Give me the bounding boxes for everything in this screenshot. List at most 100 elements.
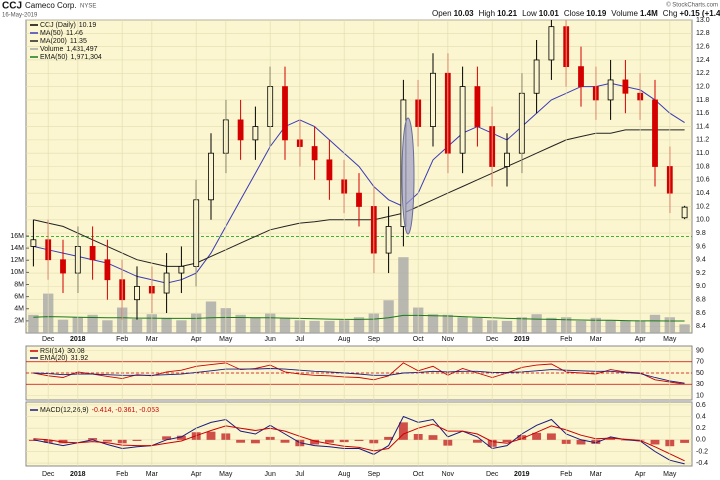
candle-body (548, 26, 555, 61)
x-tick-label: Oct (413, 471, 424, 478)
volume-bar (398, 257, 409, 333)
y-tick-label: 12.2 (696, 70, 710, 77)
x-tick-label: 2019 (514, 471, 530, 478)
volume-bar (161, 317, 172, 333)
histogram-bar (250, 439, 260, 444)
highlight-ellipse (401, 117, 415, 235)
candle-body (681, 206, 688, 219)
histogram-bar (176, 435, 186, 440)
quote-value: 10.19 (586, 9, 607, 18)
histogram-bar (310, 439, 320, 445)
copyright: © StockCharts.com (666, 2, 718, 9)
volume-bar (176, 320, 187, 333)
volume-bar (28, 314, 39, 333)
legend-part: CCJ (Daily) (40, 22, 76, 29)
legend-text: CCJ (Daily) 10.19 (40, 22, 96, 29)
legend-part: 1,971,304 (71, 54, 102, 61)
y2-tick-label: 14M (10, 245, 24, 252)
x-tick-label: Mar (146, 336, 159, 343)
x-tick-label: Sep (368, 336, 381, 343)
x-tick-label: Feb (560, 336, 572, 343)
y-tick-label: 0.4 (696, 413, 706, 420)
x-tick-label: Feb (116, 336, 128, 343)
legend-text: EMA(50) 1,971,304 (40, 54, 102, 61)
symbol: CCJ (2, 1, 22, 12)
date: 16-May-2019 (2, 13, 38, 19)
legend-part: MA(50) (40, 30, 63, 37)
y-tick-label: 9.6 (696, 243, 706, 250)
ma-line (33, 82, 685, 284)
x-tick-label: Mar (590, 336, 603, 343)
candle-body (208, 152, 214, 201)
volume-bar (679, 324, 690, 333)
y-tick-label: 11.4 (696, 123, 709, 130)
legend-part: 31.92 (71, 355, 89, 362)
x-tick-label: May (219, 336, 233, 343)
legend-part: 1,431,497 (66, 46, 97, 53)
histogram-bar (28, 439, 38, 441)
quote-label: Volume (611, 9, 638, 18)
quote-value: 10.03 (454, 9, 475, 18)
x-tick-label: Aug (338, 471, 351, 478)
histogram-bar (88, 438, 98, 440)
legend-part: 11.46 (66, 30, 83, 37)
y-tick-label: 10.4 (696, 190, 710, 197)
legend-part: 30.08 (67, 348, 85, 355)
y-tick-label: 0.0 (696, 437, 706, 444)
volume-ema-line (33, 314, 685, 322)
histogram-bar (546, 433, 556, 440)
x-tick-label: Jun (265, 471, 276, 478)
histogram-bar (132, 439, 142, 441)
x-tick-label: Oct (413, 336, 424, 343)
x-tick-label: Mar (590, 471, 603, 478)
macd-line (33, 423, 685, 462)
y2-tick-label: 16M (10, 233, 24, 240)
x-tick-label: 2018 (70, 336, 86, 343)
macd-legend: MACD(12,26,9) -0.414, -0.361, -0.053 (40, 407, 159, 414)
histogram-bar (384, 436, 394, 440)
volume-bar (501, 320, 513, 333)
histogram-bar (650, 439, 660, 445)
histogram-bar (102, 439, 112, 442)
legend-part: EMA(20) (40, 355, 68, 362)
volume-bar (605, 320, 616, 333)
y-tick-label: 9.0 (696, 283, 706, 290)
y-tick-label: 10.8 (696, 163, 710, 170)
volume-bar (620, 320, 631, 333)
quote-label: Chg (663, 9, 678, 18)
histogram-bar (606, 438, 616, 440)
y-tick-label: -0.4 (696, 460, 708, 467)
y-tick-label: 13.0 (696, 17, 710, 24)
quote-value: 10.21 (497, 9, 518, 18)
x-tick-label: 2019 (514, 336, 530, 343)
volume-bar (57, 319, 69, 333)
legend-text: Volume 1,431,497 (40, 46, 98, 53)
candle-body (311, 146, 318, 161)
x-tick-label: Mar (146, 471, 159, 478)
candle-body (104, 259, 111, 281)
legend-part: RSI(14) (40, 348, 64, 355)
y-tick-label: 9.2 (696, 270, 706, 277)
quote-label: Open (432, 9, 452, 18)
y-tick-label: 0.2 (696, 425, 706, 432)
y-tick-label: 8.6 (696, 310, 706, 317)
candle-body (504, 152, 510, 167)
quote-line: Open 10.03 High 10.21 Low 10.01 Close 10.19 Volu… (432, 9, 720, 18)
candle-body (178, 266, 185, 274)
candle-body (385, 226, 392, 254)
legend-text: MA(50) 11.46 (40, 30, 83, 37)
legend-text: RSI(14) 30.08 (40, 348, 85, 355)
volume-bar (279, 317, 291, 333)
candle-body (163, 272, 170, 294)
y-tick-label: 12.6 (696, 43, 710, 50)
quote-value: +0.15 (+1.49%) (679, 9, 720, 18)
volume-bar (531, 314, 542, 333)
x-tick-label: Apr (635, 471, 647, 478)
x-tick-label: Dec (486, 336, 499, 343)
histogram-bar (576, 439, 586, 445)
y2-tick-label: 8M (14, 281, 24, 288)
y-tick-label: 10.0 (696, 217, 710, 224)
legend-part: MA(200) (40, 38, 67, 45)
y2-tick-label: 10M (10, 269, 24, 276)
